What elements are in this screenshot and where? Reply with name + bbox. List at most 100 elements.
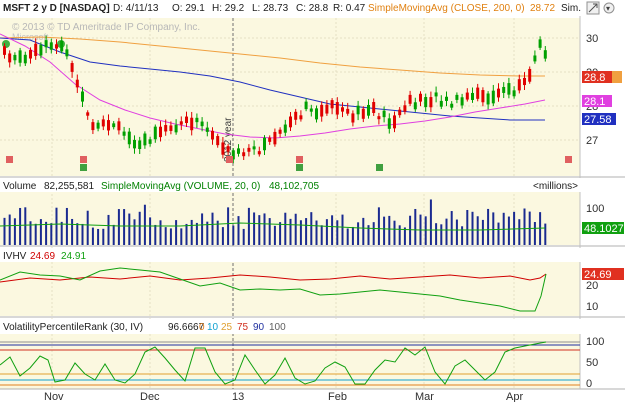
volume-bar — [455, 219, 458, 245]
volume-bar — [414, 208, 417, 245]
volume-bar — [346, 228, 349, 245]
volume-bar — [19, 207, 22, 245]
volume-bar — [133, 219, 136, 245]
vpr-level-0: 0 — [199, 322, 205, 333]
candle-body — [190, 117, 194, 131]
candle-body — [70, 63, 74, 72]
volume-bar — [29, 221, 32, 245]
volume-bar — [128, 213, 131, 245]
candle-body — [465, 92, 469, 100]
earnings-marker-icon[interactable] — [296, 164, 303, 171]
sma-study-label[interactable]: SimpleMovingAvg (CLOSE, 200, 0) — [368, 3, 525, 14]
volume-bar — [284, 212, 287, 245]
vpr-header: VolatilityPercentileRank (30, IV) 96.666… — [0, 319, 625, 334]
vpr-level-90: 90 — [253, 322, 265, 333]
candle-body — [450, 103, 454, 108]
candle-body — [533, 55, 537, 62]
volume-bar — [507, 216, 510, 245]
volume-units: <millions> — [533, 181, 578, 192]
candle-body — [81, 91, 84, 102]
vpr-label[interactable]: VolatilityPercentileRank (30, IV) — [3, 322, 143, 333]
volume-bar — [34, 223, 37, 245]
time-tick: Mar — [415, 391, 434, 402]
event-marker-icon[interactable] — [565, 156, 572, 163]
expand-arrow-icon — [588, 3, 598, 13]
candle-body — [169, 125, 173, 131]
ma-badge-blue-label: 27.58 — [584, 114, 612, 126]
volume-bar — [190, 219, 193, 245]
symbol-title[interactable]: MSFT 2 y D [NASDAQ] — [3, 3, 110, 14]
candle-body — [148, 139, 152, 144]
candle-body — [34, 43, 38, 56]
volume-bar — [388, 215, 391, 245]
candle-body — [486, 93, 490, 105]
vpr-tick: 50 — [586, 357, 598, 369]
volume-bar — [97, 228, 100, 245]
candle-body — [304, 101, 308, 110]
hv-value: 24.91 — [61, 251, 86, 262]
earnings-marker-icon[interactable] — [376, 164, 383, 171]
candle-body — [429, 97, 433, 108]
candle-body — [185, 116, 188, 124]
time-axis: Nov Dec 13 Feb Mar Apr — [44, 391, 523, 403]
candle-body — [403, 105, 407, 112]
volume-label[interactable]: Volume — [3, 181, 37, 192]
volume-sma-label[interactable]: SimpleMovingAvg (VOLUME, 20, 0) — [101, 181, 260, 192]
high-readout: H: 29.2 — [212, 3, 245, 14]
volume-bar — [403, 227, 406, 245]
volume-bar — [544, 223, 547, 245]
iv-value: 24.69 — [30, 251, 55, 262]
ma-badge-blue — [582, 113, 616, 125]
options-icon[interactable] — [603, 2, 615, 14]
candle-body — [419, 93, 422, 102]
candle-body — [3, 46, 6, 55]
candle-body — [65, 49, 69, 57]
candle-body — [523, 77, 526, 86]
volume-bar — [221, 227, 224, 245]
hv-line — [0, 267, 547, 312]
candle-body — [502, 86, 506, 93]
sma200-badge — [612, 71, 622, 83]
volume-tick: 100 — [586, 203, 604, 215]
candle-body — [351, 113, 355, 123]
volume-bar — [227, 207, 230, 245]
event-marker-icon[interactable] — [80, 156, 87, 163]
candle-body — [278, 129, 282, 134]
candle-body — [257, 151, 261, 155]
candle-body — [320, 104, 324, 117]
volume-bar — [471, 211, 474, 245]
vpr-line — [0, 341, 547, 385]
ivhv-tick: 10 — [586, 301, 598, 313]
ma-badge-magenta-label: 28.1 — [584, 96, 605, 108]
price-tick: 30 — [586, 33, 598, 45]
price-badge-label: 28.8 — [584, 72, 605, 84]
ivhv-header: IVHV 24.69 24.91 — [0, 248, 625, 262]
volume-bar — [424, 216, 427, 245]
earnings-marker-icon[interactable] — [80, 164, 87, 171]
rate-readout: R: 0.47 — [333, 3, 366, 14]
event-marker-icon[interactable] — [296, 156, 303, 163]
volume-sma-line — [0, 222, 546, 231]
volume-bar — [232, 225, 235, 245]
event-marker-icon[interactable] — [6, 156, 13, 163]
volume-bar — [3, 217, 6, 245]
volume-bar — [445, 218, 448, 245]
candle-body — [315, 108, 318, 120]
event-marker-icon[interactable] — [226, 156, 233, 163]
candle-body — [143, 133, 147, 146]
volume-bars — [3, 199, 547, 245]
candle-body — [39, 44, 43, 56]
candle-body — [471, 92, 474, 100]
volume-bar — [362, 217, 365, 245]
vpr-level-25: 25 — [221, 322, 233, 333]
volume-bar — [351, 226, 354, 245]
volume-bar — [206, 221, 209, 245]
candle-body — [283, 124, 287, 133]
ivhv-label[interactable]: IVHV — [3, 251, 27, 262]
volume-bar — [8, 214, 11, 245]
candle-body — [439, 100, 443, 107]
volume-bar — [39, 219, 42, 245]
candle-body — [96, 122, 100, 129]
